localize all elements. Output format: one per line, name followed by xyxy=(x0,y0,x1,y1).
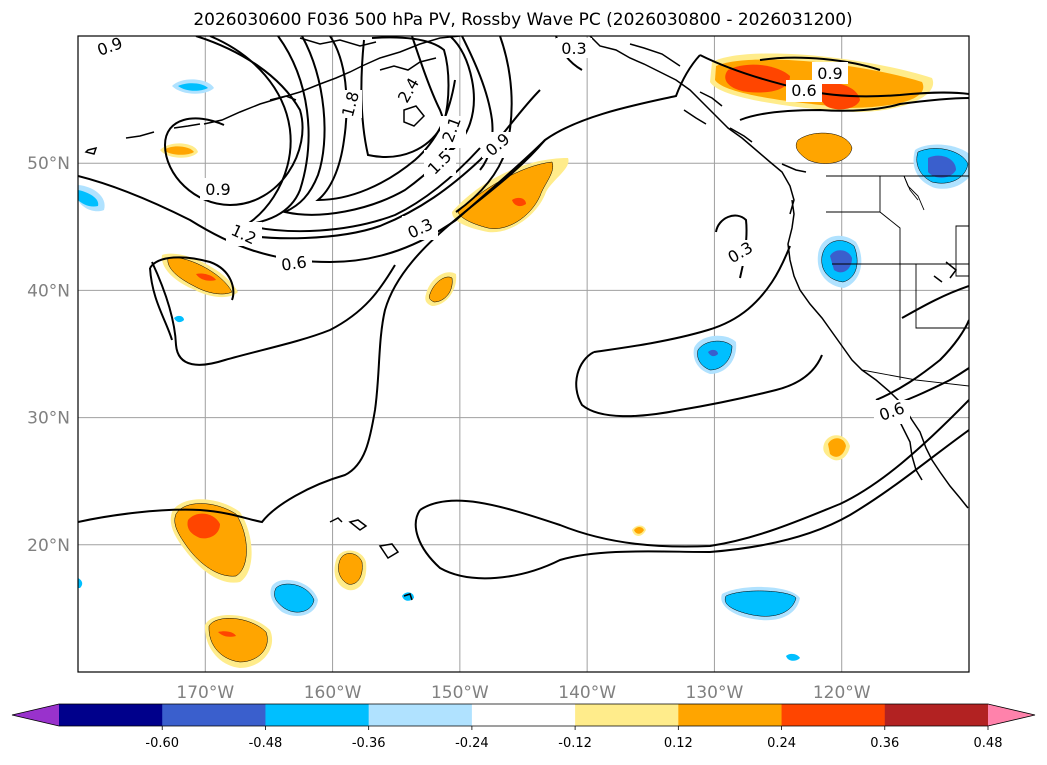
y-tick-label: 30°N xyxy=(27,409,70,429)
colorbar-segment xyxy=(471,704,576,726)
colorbar-tick-label: -0.24 xyxy=(455,736,489,751)
contour-label: 0.9 xyxy=(95,33,125,60)
colorbar-segment xyxy=(59,704,163,726)
y-tick-label: 40°N xyxy=(27,281,70,301)
colorbar-extend-high xyxy=(988,704,1035,726)
anomaly-negative-patches xyxy=(78,79,800,661)
contour-label: 0.6 xyxy=(280,252,308,274)
colorbar-tick-label: 0.12 xyxy=(664,736,693,751)
colorbar-segment xyxy=(678,704,783,726)
anomaly-south-positive xyxy=(204,614,273,668)
contour-label: 0.6 xyxy=(791,81,816,100)
x-tick-label: 160°W xyxy=(304,683,362,703)
contour-labels: 0.9 1.8 2.4 2.1 1.5 0.9 0.3 0.9 1.2 0.6 … xyxy=(92,33,910,425)
y-tick-labels: 20°N 30°N 40°N 50°N xyxy=(27,154,70,556)
x-tick-labels: 170°W 160°W 150°W 140°W 130°W 120°W xyxy=(176,683,870,703)
colorbar-tick-label: 0.24 xyxy=(767,736,796,751)
x-tick-label: 140°W xyxy=(558,683,616,703)
colorbar-segment xyxy=(884,704,989,726)
x-tick-label: 130°W xyxy=(686,683,744,703)
colorbar-tick-label: -0.36 xyxy=(352,736,386,751)
colorbar-tick-label: -0.12 xyxy=(558,736,592,751)
colorbar: -0.60 -0.48 -0.36 -0.24 -0.12 0.12 0.24 0.36 0.4… xyxy=(11,703,1036,751)
anomaly-nw-canada-negative xyxy=(913,144,969,189)
colorbar-segment xyxy=(162,704,266,726)
contour-label: 0.3 xyxy=(561,39,586,58)
anomaly-california-coast-negative xyxy=(817,235,862,288)
contour-label: 0.9 xyxy=(205,180,230,199)
colorbar-segment xyxy=(781,704,886,726)
colorbar-tick-label: -0.60 xyxy=(145,736,179,751)
map-layer: 0.9 1.8 2.4 2.1 1.5 0.9 0.3 0.9 1.2 0.6 … xyxy=(78,33,969,672)
colorbar-segment xyxy=(368,704,473,726)
map-background xyxy=(78,36,969,672)
x-tick-label: 150°W xyxy=(431,683,489,703)
anomaly-small-positive-patches xyxy=(160,143,850,536)
political-borders xyxy=(826,175,969,387)
contour-label: 0.9 xyxy=(817,64,842,83)
x-tick-label: 120°W xyxy=(813,683,871,703)
colorbar-outline xyxy=(11,703,1036,727)
anomaly-central-pacific-positive xyxy=(452,158,569,233)
colorbar-tick-label: 0.48 xyxy=(974,736,1003,751)
colorbar-segment xyxy=(575,704,679,726)
coastlines xyxy=(84,36,969,601)
y-tick-label: 20°N xyxy=(27,536,70,556)
colorbar-extend-low xyxy=(12,704,59,726)
y-tick-label: 50°N xyxy=(27,154,70,174)
map-frame xyxy=(77,35,970,673)
colorbar-tick-label: -0.48 xyxy=(249,736,283,751)
colorbar-tick-label: 0.36 xyxy=(870,736,899,751)
x-tick-label: 170°W xyxy=(176,683,234,703)
anomaly-hawaii-west-positive xyxy=(170,499,367,591)
anomaly-bc-coast-positive xyxy=(795,132,853,164)
colorbar-segment xyxy=(265,704,370,726)
chart-title: 2026030600 F036 500 hPa PV, Rossby Wave … xyxy=(193,10,852,30)
